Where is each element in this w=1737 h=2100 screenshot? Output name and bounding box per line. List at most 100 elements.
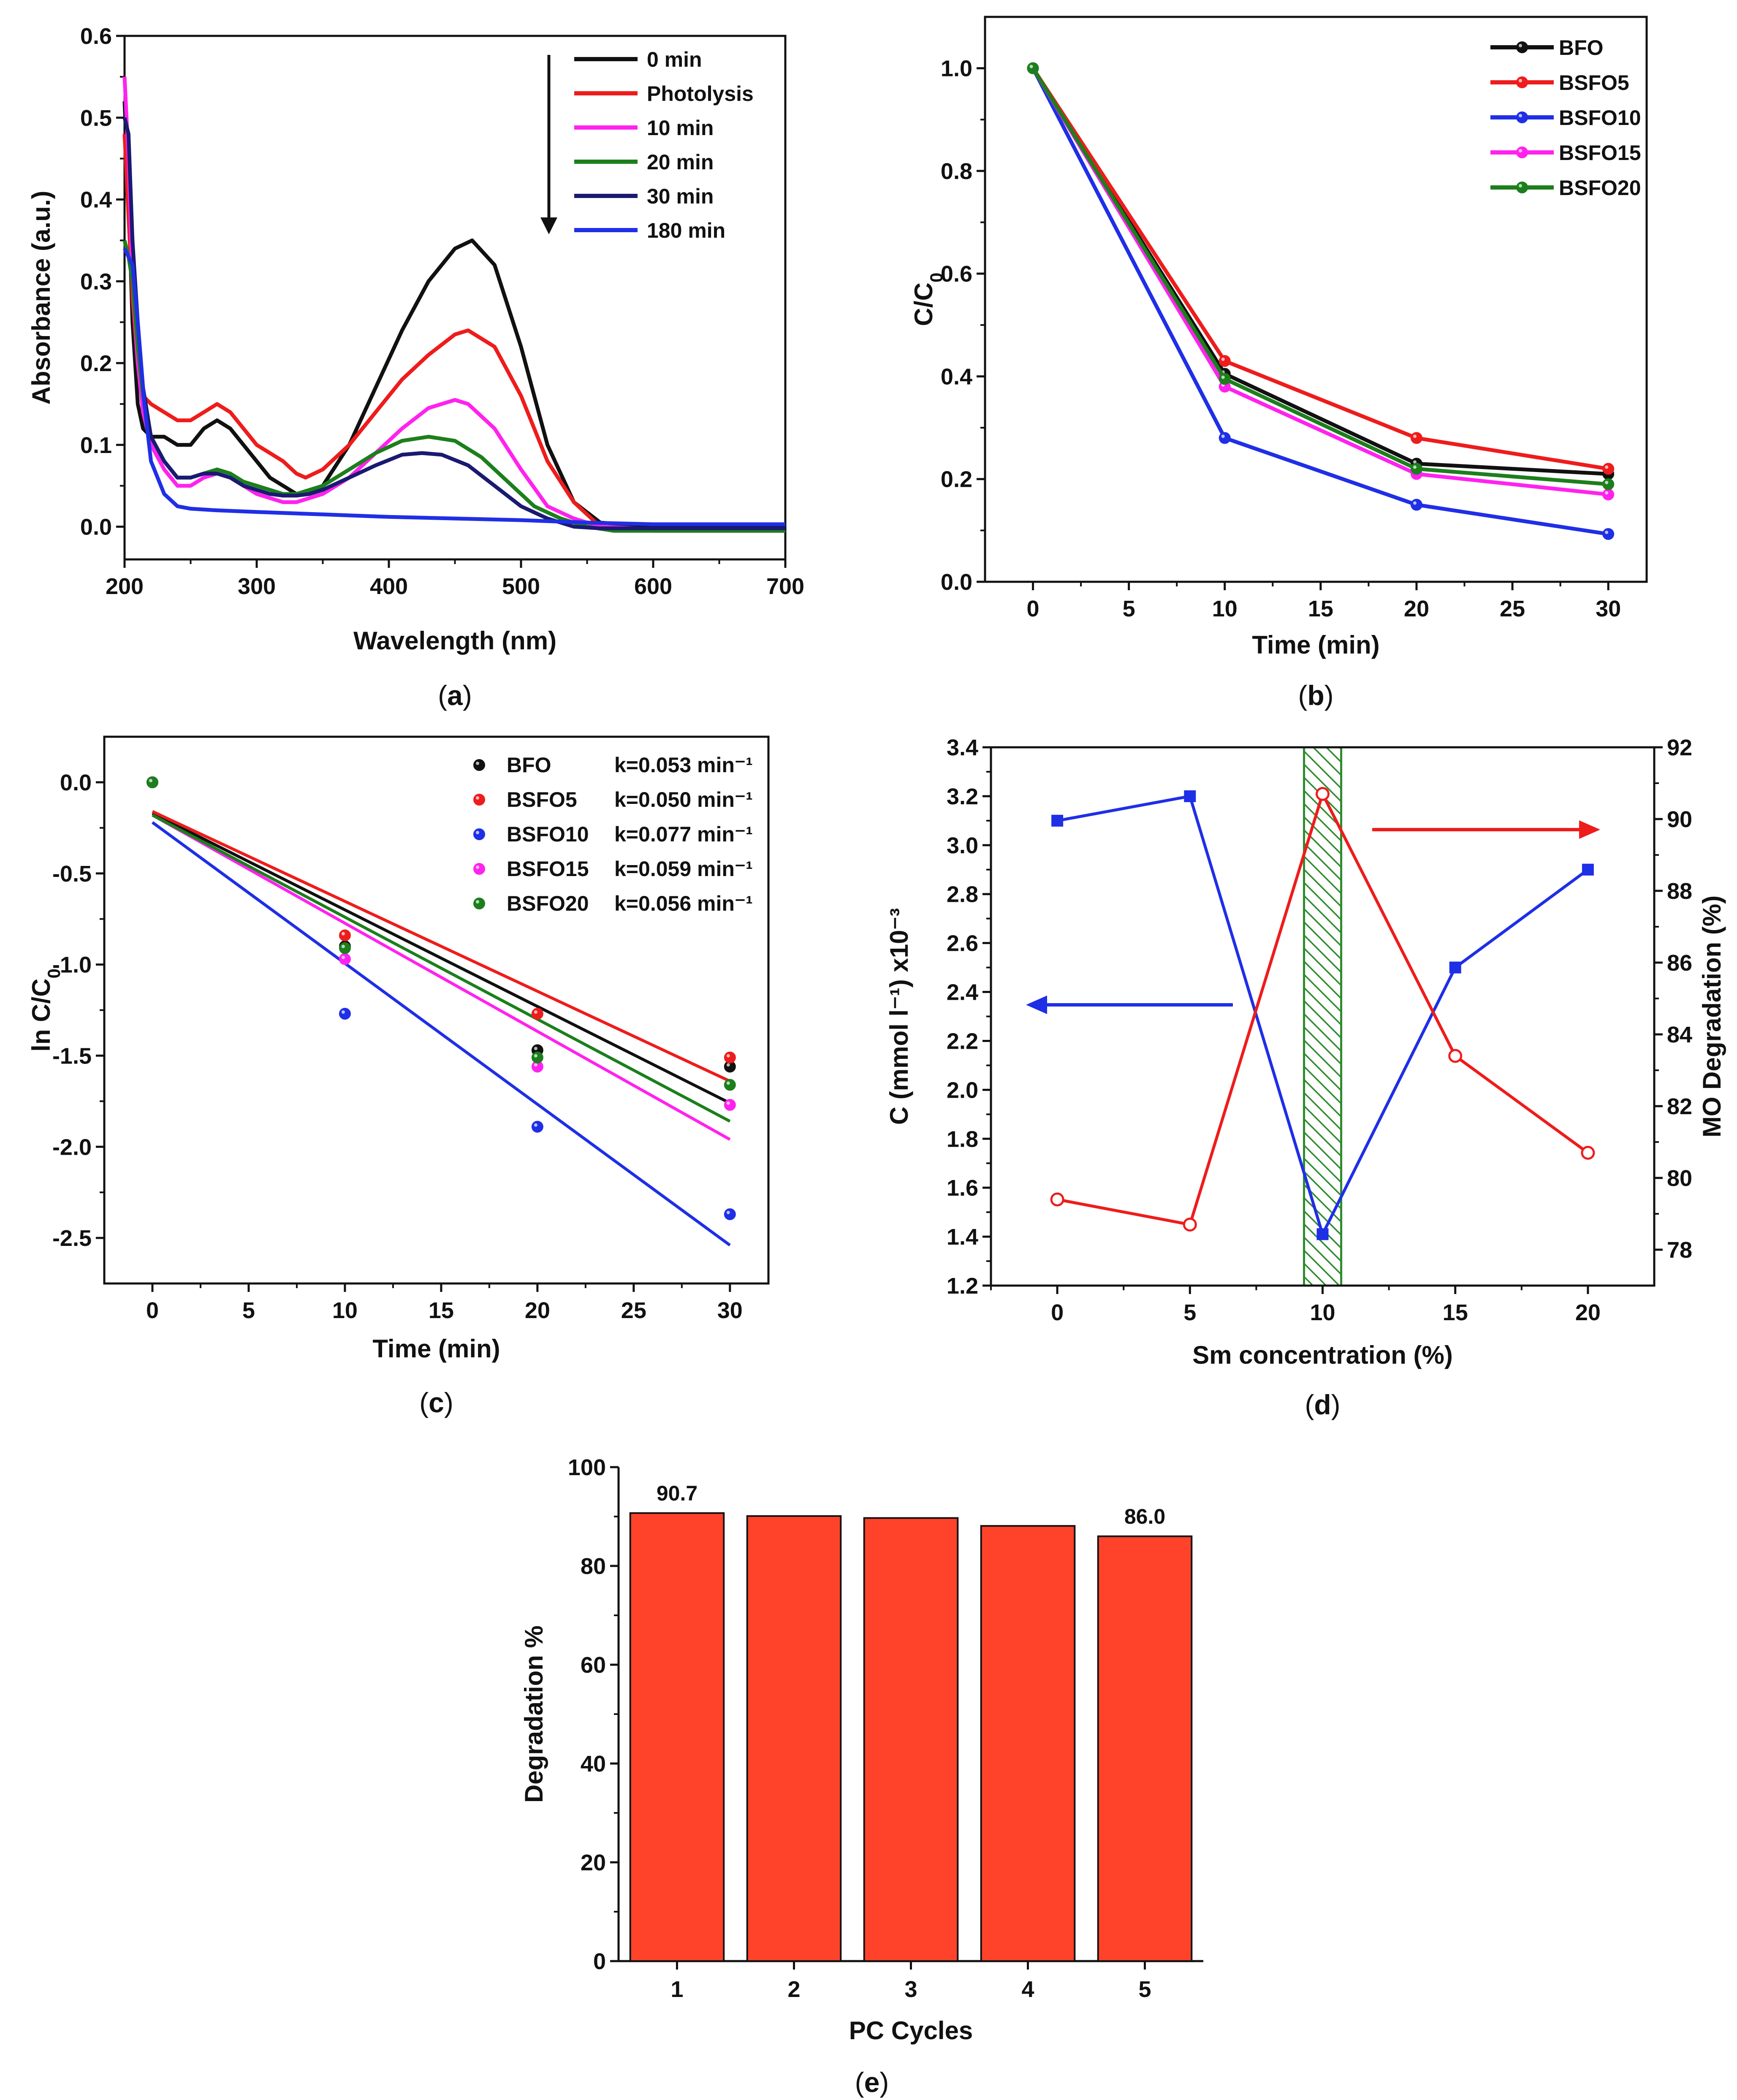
d2-y-tick-label: 82 (1667, 1094, 1692, 1119)
a-y-tick-label: 0.2 (80, 351, 112, 376)
b-legend-marker (1516, 111, 1528, 123)
chart-b: 0 5 10 15 20 25 30 0.0 0.2 0.4 0.6 0.8 1.0 Time (min)… (909, 16, 1648, 711)
e-data-label: 86.0 (1124, 1505, 1165, 1528)
d-point-degradation (1448, 1049, 1463, 1063)
c-point-bfo-highlight (534, 1047, 537, 1050)
a-y-tick-label: 0.3 (80, 269, 112, 294)
e-bar (746, 1515, 842, 1962)
d-y-axis-title: C (mmol l⁻¹) x10⁻³ (885, 908, 913, 1125)
c-point-bsfo15-highlight (341, 955, 345, 959)
b-point-bsfo15 (1602, 488, 1615, 501)
b-x-tick-label: 10 (1212, 596, 1238, 621)
b-point-bsfo5 (1602, 463, 1615, 475)
c-panel-label-letter: c (429, 1387, 444, 1418)
c-legend-marker (473, 898, 485, 909)
e-x-tick-label: 4 (1021, 1977, 1034, 2002)
c-point-bsfo5-highlight (726, 1054, 730, 1058)
e-y-tick-label: 20 (581, 1850, 606, 1875)
d-y2-axis-title: MO Degradation (%) (1698, 895, 1726, 1137)
c-point-bsfo10 (339, 1008, 351, 1020)
c-legend-k: k=0.059 min⁻¹ (614, 857, 753, 881)
a-y-tick-label: 0.6 (80, 24, 112, 49)
a-x-tick-label: 200 (106, 574, 144, 599)
c-legend-marker-highlight (476, 900, 479, 903)
c-y-tick-label: -1.5 (52, 1043, 92, 1069)
c-x-tick-label: 10 (332, 1298, 358, 1323)
c-legend-k: k=0.077 min⁻¹ (614, 822, 753, 846)
d-point-degradation (1183, 1218, 1197, 1232)
e-bar (1097, 1535, 1193, 1962)
b-point-bsfo10-highlight (1413, 501, 1417, 505)
a-x-tick-label: 700 (766, 574, 804, 599)
c-point-bsfo20-highlight (726, 1081, 730, 1085)
e-y-tick-label: 40 (581, 1751, 606, 1777)
c-legend-marker-highlight (476, 762, 479, 765)
c-fit-bsfo20 (152, 814, 731, 1123)
b-x-tick-label: 5 (1123, 596, 1135, 621)
a-panel-label: (a) (438, 680, 472, 711)
b-point-bsfo20-highlight (1413, 465, 1417, 469)
a-y-tick-label: 0.0 (80, 515, 112, 540)
d-y-tick-label: 2.6 (947, 931, 978, 956)
d-x-tick-label: 15 (1443, 1300, 1468, 1325)
b-panel-label-open: ( (1298, 680, 1307, 711)
d-panel-label-open: ( (1305, 1389, 1314, 1420)
c-legend-k: k=0.050 min⁻¹ (614, 788, 753, 811)
chart-d: 0 5 10 15 20 1.2 1.4 1.6 1.8 2.0 2.2 2.4 2.6 2.8 3.0 3.… (885, 735, 1726, 1420)
a-y-tick-label: 0.5 (80, 106, 112, 131)
chart-a: 200 300 400 500 600 700 0.0 0.1 0.2 0.3 0.4 0.5 0.6 W… (27, 24, 804, 711)
d2-y-tick-label: 86 (1667, 950, 1692, 976)
d-y-tick-label: 3.0 (947, 833, 978, 858)
b-y-axis-title-sub: 0 (926, 273, 946, 282)
b-point-bsfo10-highlight (1221, 434, 1225, 438)
c-fit-bsfo5 (152, 810, 731, 1083)
d-x-tick-label: 20 (1575, 1300, 1601, 1325)
b-legend-marker-highlight (1519, 149, 1522, 152)
b-point-bsfo20 (1602, 478, 1615, 490)
b-y-tick-label: 0.4 (941, 364, 972, 389)
e-bar (629, 1512, 725, 1962)
e-x-tick-label: 1 (670, 1977, 683, 2002)
c-point-bsfo15-highlight (726, 1101, 730, 1105)
b-y-tick-label: 0.8 (941, 159, 972, 184)
c-legend-k: k=0.056 min⁻¹ (614, 892, 753, 915)
c-point-bsfo5-highlight (341, 932, 345, 936)
e-x-tick-label: 3 (904, 1977, 917, 2002)
c-y-tick-label: -0.5 (52, 861, 92, 887)
b-series-bsfo5 (1031, 67, 1609, 471)
a-panel-label-letter: a (447, 680, 463, 711)
b-y-axis-title-main: C/C (909, 282, 938, 326)
b-point-bsfo10-highlight (1605, 530, 1609, 534)
b-x-tick-label: 25 (1500, 596, 1525, 621)
c-legend-marker (473, 828, 485, 840)
c-fit-bsfo10 (151, 821, 731, 1247)
d-x-tick-label: 10 (1310, 1300, 1335, 1325)
a-legend-label: 180 min (647, 219, 725, 242)
c-legend-marker (473, 759, 485, 771)
b-point-bsfo20 (1219, 373, 1231, 385)
b-legend-marker (1516, 41, 1528, 53)
c-x-tick-label: 20 (525, 1298, 550, 1323)
c-x-tick-label: 5 (242, 1298, 255, 1323)
a-x-axis-title: Wavelength (nm) (353, 627, 556, 655)
b-series-bfo (1031, 67, 1609, 476)
c-point-bsfo5 (339, 929, 351, 941)
a-y-tick-label: 0.4 (80, 187, 112, 213)
b-series-bsfo20 (1031, 67, 1609, 486)
d2-y-tick-label: 80 (1667, 1166, 1692, 1191)
c-x-tick-label: 15 (429, 1298, 454, 1323)
b-legend-label: BSFO20 (1559, 176, 1641, 200)
c-point-bsfo20 (146, 776, 158, 788)
b-legend-marker-highlight (1519, 44, 1522, 47)
a-panel-label-close: ) (463, 680, 472, 711)
e-y-tick-label: 60 (581, 1652, 606, 1678)
c-panel-label: (c) (419, 1387, 453, 1418)
c-point-bsfo20-highlight (341, 944, 345, 948)
d-x-axis-title: Sm concentration (%) (1192, 1341, 1453, 1369)
a-x-tick-label: 600 (634, 574, 672, 599)
b-legend-marker-highlight (1519, 79, 1522, 82)
b-point-bsfo10 (1410, 499, 1422, 511)
a-legend-label: 0 min (647, 48, 702, 71)
a-legend-label: Photolysis (647, 82, 754, 106)
